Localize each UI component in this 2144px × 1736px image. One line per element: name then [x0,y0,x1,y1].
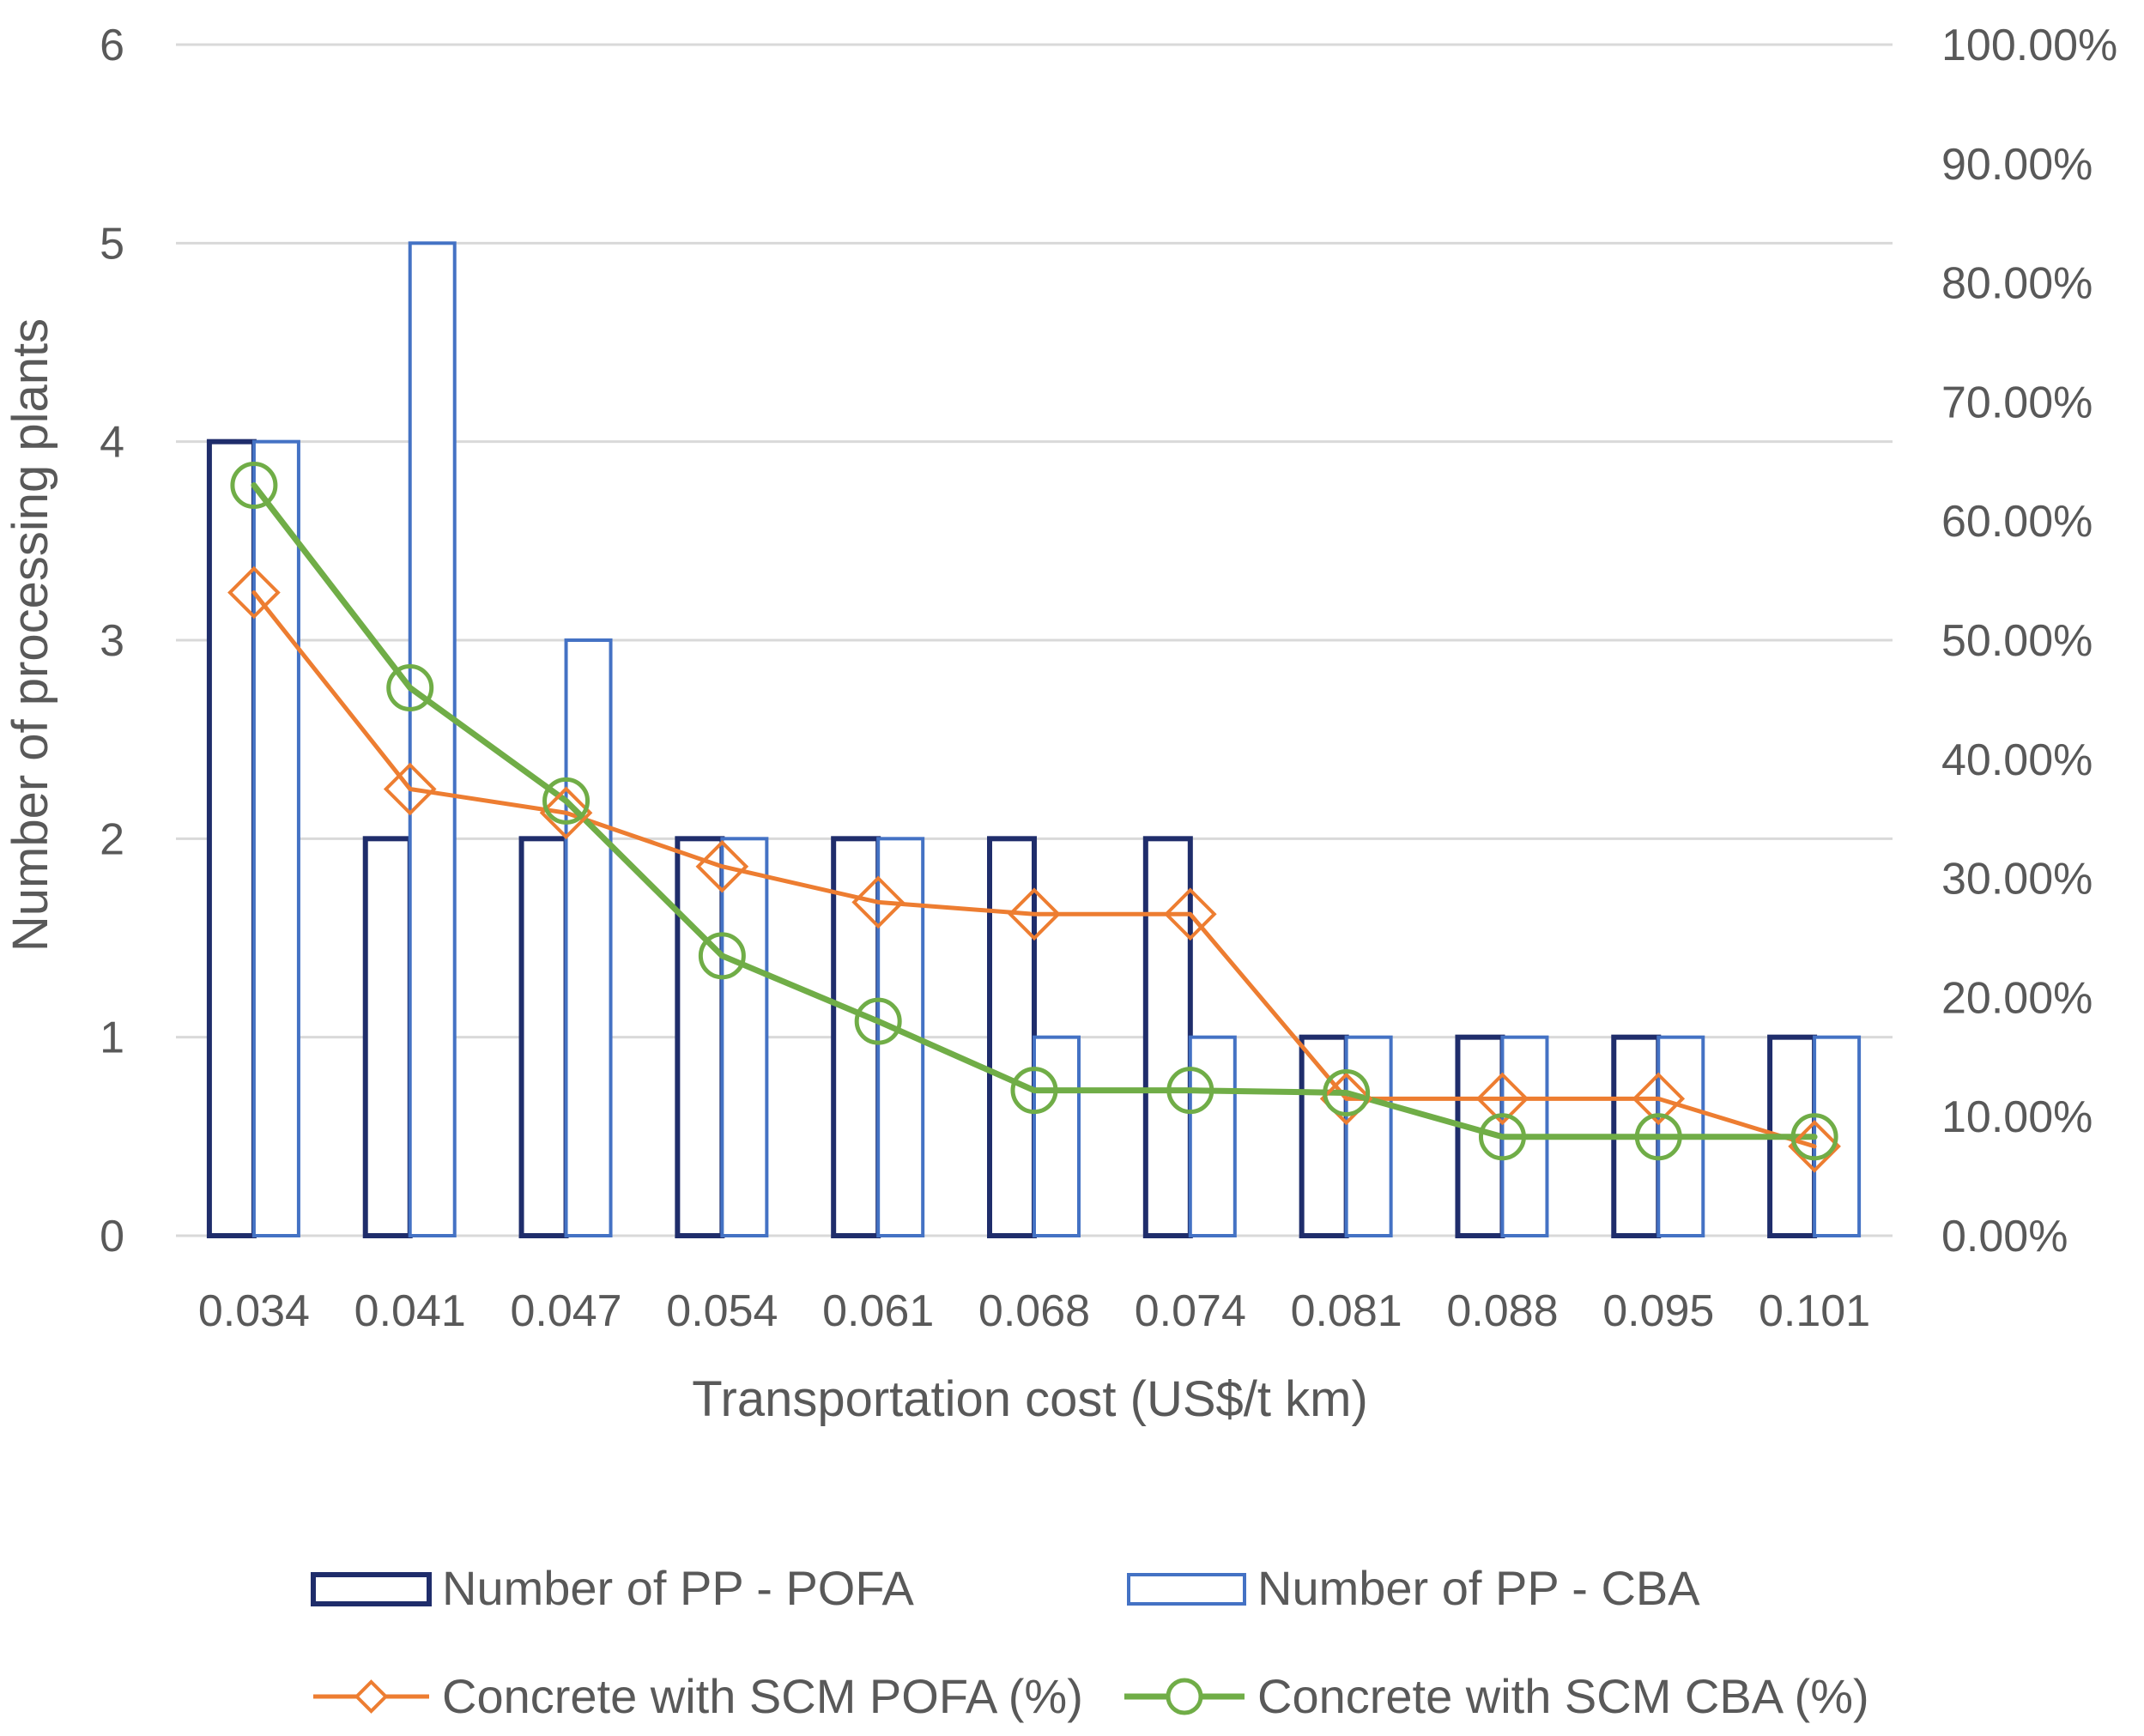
bar-cba [1033,1035,1081,1237]
marker-circle-cba [854,997,902,1045]
y2-tick-label: 70.00% [1941,378,2093,427]
line-pofa [251,590,1817,1149]
y-tick-label: 5 [100,219,124,269]
marker-circle-cba [230,462,278,510]
marker-circle-cba [1166,1067,1214,1115]
x-tick-label: 0.074 [1135,1286,1246,1336]
x-tick-label: 0.088 [1446,1286,1558,1336]
marker-circle-cba [1790,1113,1838,1161]
x-tick-label: 0.101 [1759,1286,1870,1336]
bar-cba [1344,1035,1393,1237]
y2-tick-label: 30.00% [1941,855,2093,904]
y2-tick-label: 90.00% [1941,140,2093,190]
legend-label-cba-bars: Number of PP - CBA [1257,1561,1700,1615]
bar-pofa [987,836,1037,1238]
legend-marker-cba-circle [1166,1678,1203,1715]
x-tick-label: 0.047 [510,1286,621,1336]
bar-pofa [1299,1034,1349,1238]
y-tick-label: 4 [100,418,124,468]
x-axis-title: Transportation cost (US$/t km) [692,1371,1368,1427]
bar-pofa [362,836,413,1238]
marker-diamond-pofa [539,786,593,840]
legend: Number of PP - POFA Number of PP - CBA C… [311,1561,1869,1723]
legend-label-pofa-bars: Number of PP - POFA [442,1561,914,1615]
x-tick-label: 0.041 [354,1286,466,1336]
y-tick-label: 2 [100,814,124,864]
legend-swatch-cba-bars [1127,1573,1246,1606]
x-tick-label: 0.061 [822,1286,934,1336]
x-tick-label: 0.054 [666,1286,778,1336]
y2-tick-label: 80.00% [1941,259,2093,309]
y-axis-title: Number of processing plants [3,318,58,952]
y2-tick-label: 20.00% [1941,973,2093,1023]
bar-cba [720,837,769,1237]
y2-tick-label: 40.00% [1941,735,2093,785]
marker-diamond-pofa [227,566,281,620]
y-tick-label: 6 [100,21,124,70]
y2-tick-label: 100.00% [1941,21,2117,70]
bar-cba [564,638,613,1237]
marker-circle-cba [1010,1067,1058,1115]
marker-diamond-pofa [1788,1120,1841,1173]
y2-tick-label: 60.00% [1941,497,2093,547]
marker-circle-cba [386,664,434,712]
legend-label-pofa-line: Concrete with SCM POFA (%) [442,1669,1083,1723]
marker-diamond-pofa [1008,887,1061,941]
marker-diamond-pofa [695,839,749,893]
legend-label-cba-line: Concrete with SCM CBA (%) [1257,1669,1869,1723]
lines [251,482,1818,1149]
marker-diamond-pofa [1475,1072,1529,1126]
bar-cba [408,241,457,1237]
marker-circle-cba [1323,1068,1371,1116]
marker-diamond-pofa [851,875,905,929]
marker-circle-cba [1634,1113,1682,1161]
bar-cba [1188,1035,1237,1237]
x-tick-label: 0.095 [1602,1286,1714,1336]
bars [206,241,1862,1238]
bar-pofa [206,439,257,1238]
x-tick-label: 0.081 [1291,1286,1402,1336]
tick-labels: 01234560.00%10.00%20.00%30.00%40.00%50.0… [100,21,2117,1336]
legend-marker-pofa-diamond [354,1679,389,1714]
line-cba [251,482,1818,1140]
bar-pofa [675,836,725,1238]
marker-diamond-pofa [1632,1072,1686,1126]
y2-tick-label: 10.00% [1941,1092,2093,1142]
marker-circle-cba [698,932,746,980]
markers [227,462,1841,1173]
marker-diamond-pofa [383,762,437,816]
y-tick-label: 3 [100,616,124,666]
y-tick-label: 1 [100,1013,124,1063]
y-tick-label: 0 [100,1212,124,1261]
legend-swatch-pofa-bars [311,1572,432,1606]
bar-pofa [518,836,569,1238]
y2-tick-label: 50.00% [1941,616,2093,666]
x-tick-label: 0.034 [198,1286,310,1336]
marker-circle-cba [542,777,591,825]
y2-tick-label: 0.00% [1941,1212,2068,1261]
marker-diamond-pofa [1319,1072,1373,1126]
marker-diamond-pofa [1163,887,1217,941]
x-tick-label: 0.068 [978,1286,1090,1336]
bar-cba [251,439,300,1237]
marker-circle-cba [1478,1113,1526,1161]
